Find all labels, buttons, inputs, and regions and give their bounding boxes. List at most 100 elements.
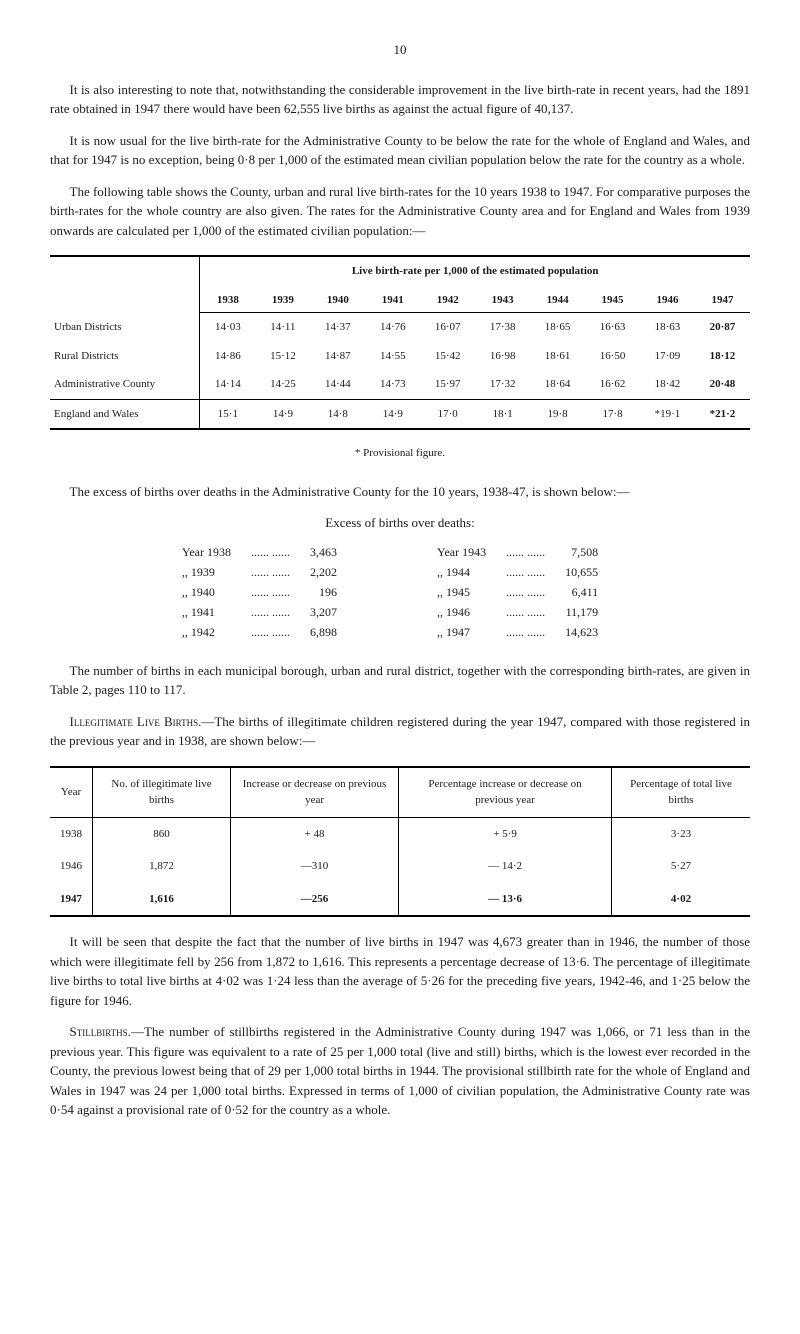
excess-dots: ...... ...... <box>251 543 290 561</box>
excess-year: ,, 1941 <box>182 603 231 621</box>
excess-dots: ...... ...... <box>506 583 545 601</box>
table1-cell: 14·14 <box>200 370 256 399</box>
table2-cell: + 5·9 <box>399 817 612 850</box>
excess-year: ,, 1945 <box>437 583 486 601</box>
table1-cell: 20·87 <box>695 313 750 342</box>
excess-dots: ...... ...... <box>251 603 290 621</box>
table1-year: 1939 <box>255 286 310 313</box>
excess-heading: Excess of births over deaths: <box>50 513 750 533</box>
table1-cell: 14·55 <box>365 342 420 371</box>
table1-cell: 14·87 <box>310 342 365 371</box>
table1-cell: 16·98 <box>475 342 530 371</box>
table2-cell: — 13·6 <box>399 883 612 917</box>
table1-cell: 14·44 <box>310 370 365 399</box>
excess-value: 196 <box>310 583 337 601</box>
table1-cell: 18·1 <box>475 399 530 429</box>
paragraph-6: Illegitimate Live Births.—The births of … <box>50 712 750 751</box>
paragraph-4: The excess of births over deaths in the … <box>50 482 750 502</box>
table2-header: Increase or decrease on previous year <box>230 767 398 818</box>
table2-cell: 1946 <box>50 850 93 883</box>
table2-cell: + 48 <box>230 817 398 850</box>
excess-dots: ...... ...... <box>506 623 545 641</box>
excess-dots: ...... ...... <box>506 543 545 561</box>
table1-year: 1944 <box>530 286 585 313</box>
paragraph-1: It is also interesting to note that, not… <box>50 80 750 119</box>
illegitimate-heading: Illegitimate Live Births. <box>70 714 202 729</box>
excess-value: 7,508 <box>565 543 598 561</box>
table1-cell: *21·2 <box>695 399 750 429</box>
table1-cell: 15·42 <box>420 342 475 371</box>
table2-cell: 1,616 <box>93 883 231 917</box>
excess-year: ,, 1942 <box>182 623 231 641</box>
table1-cell: 18·61 <box>530 342 585 371</box>
table1-cell: 18·42 <box>640 370 695 399</box>
paragraph-7: It will be seen that despite the fact th… <box>50 932 750 1010</box>
table1-cell: 15·97 <box>420 370 475 399</box>
table1-year: 1938 <box>200 286 256 313</box>
table2-header: Percentage increase or decrease on previ… <box>399 767 612 818</box>
table1-cell: 14·86 <box>200 342 256 371</box>
excess-value: 11,179 <box>565 603 598 621</box>
excess-dots: ...... ...... <box>506 563 545 581</box>
table2-cell: 5·27 <box>611 850 750 883</box>
table1-cell: 16·50 <box>585 342 640 371</box>
excess-value: 6,898 <box>310 623 337 641</box>
table1-header-span: Live birth-rate per 1,000 of the estimat… <box>200 256 750 286</box>
excess-dots: ...... ...... <box>251 563 290 581</box>
page-number: 10 <box>50 40 750 60</box>
birth-rate-table: Live birth-rate per 1,000 of the estimat… <box>50 255 750 430</box>
table2-cell: 860 <box>93 817 231 850</box>
table1-year: 1940 <box>310 286 365 313</box>
table1-year: 1947 <box>695 286 750 313</box>
table1-year: 1942 <box>420 286 475 313</box>
excess-value: 14,623 <box>565 623 598 641</box>
table2-cell: 4·02 <box>611 883 750 917</box>
table1-cell: 17·32 <box>475 370 530 399</box>
table1-cell: 15·1 <box>200 399 256 429</box>
excess-year: ,, 1947 <box>437 623 486 641</box>
table2-cell: 1,872 <box>93 850 231 883</box>
table1-cell: *19·1 <box>640 399 695 429</box>
table1-cell: 16·62 <box>585 370 640 399</box>
table1-cell: 17·0 <box>420 399 475 429</box>
table1-cell: 18·64 <box>530 370 585 399</box>
excess-value: 3,207 <box>310 603 337 621</box>
provisional-footnote: * Provisional figure. <box>50 445 750 462</box>
table2-cell: 1947 <box>50 883 93 917</box>
excess-year: ,, 1940 <box>182 583 231 601</box>
excess-year: Year 1943 <box>437 543 486 561</box>
table1-cell: 17·38 <box>475 313 530 342</box>
table1-cell: 16·07 <box>420 313 475 342</box>
table1-year: 1943 <box>475 286 530 313</box>
illegitimate-table: Year No. of illegitimate live births Inc… <box>50 766 750 918</box>
table1-cell: 14·73 <box>365 370 420 399</box>
table1-cell: 15·12 <box>255 342 310 371</box>
table1-cell: 14·37 <box>310 313 365 342</box>
excess-value: 3,463 <box>310 543 337 561</box>
stillbirths-heading: Stillbirths. <box>70 1024 131 1039</box>
table1-year: 1941 <box>365 286 420 313</box>
paragraph-5: The number of births in each municipal b… <box>50 661 750 700</box>
table1-cell: 14·76 <box>365 313 420 342</box>
table1-row-label: England and Wales <box>50 399 200 429</box>
table1-row-label: Rural Districts <box>50 342 200 371</box>
table1-cell: 17·09 <box>640 342 695 371</box>
table2-cell: 3·23 <box>611 817 750 850</box>
table1-cell: 20·48 <box>695 370 750 399</box>
excess-dots: ...... ...... <box>506 603 545 621</box>
table1-cell: 14·11 <box>255 313 310 342</box>
paragraph-3: The following table shows the County, ur… <box>50 182 750 241</box>
excess-year: ,, 1946 <box>437 603 486 621</box>
table1-cell: 14·8 <box>310 399 365 429</box>
table1-cell: 14·9 <box>255 399 310 429</box>
table1-cell: 19·8 <box>530 399 585 429</box>
excess-year: ,, 1944 <box>437 563 486 581</box>
paragraph-8-text: —The number of stillbirths registered in… <box>50 1024 750 1117</box>
table2-header: No. of illegitimate live births <box>93 767 231 818</box>
paragraph-2: It is now usual for the live birth-rate … <box>50 131 750 170</box>
table2-cell: 1938 <box>50 817 93 850</box>
table1-cell: 14·03 <box>200 313 256 342</box>
table1-row-label: Administrative County <box>50 370 200 399</box>
table1-cell: 14·9 <box>365 399 420 429</box>
table1-cell: 18·63 <box>640 313 695 342</box>
